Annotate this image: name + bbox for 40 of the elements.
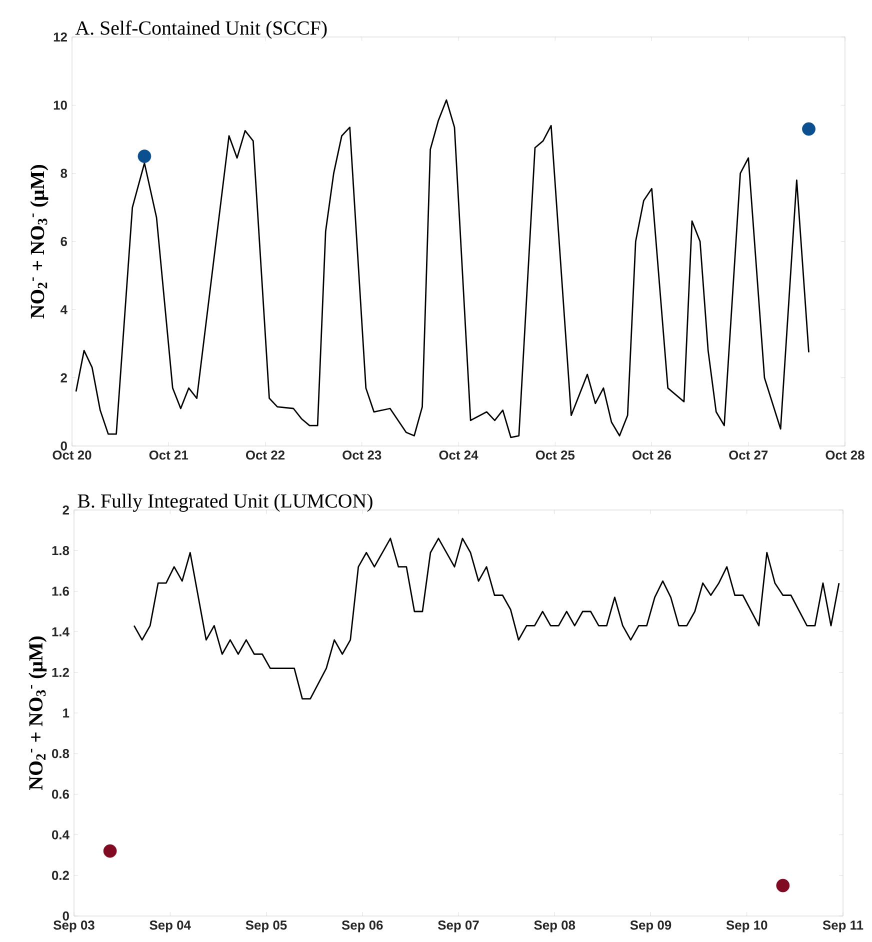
x-tick-label: Sep 07	[438, 920, 479, 932]
x-tick-label: Sep 04	[150, 920, 191, 932]
x-tick-label: Oct 28	[826, 450, 864, 460]
y-tick-label: 8	[60, 168, 68, 178]
y-tick-label: 1.8	[52, 546, 70, 556]
x-tick-label: Oct 23	[342, 450, 382, 460]
x-tick-label: Oct 27	[729, 450, 768, 460]
x-tick-label: Sep 05	[246, 920, 287, 932]
y-tick-label: 0	[62, 911, 69, 921]
y-tick-label: 0	[60, 441, 67, 451]
y-tick-label: 0.6	[52, 790, 70, 799]
y-tick-label: 1.6	[52, 586, 70, 596]
chart-title: B. Fully Integrated Unit (LUMCON)	[78, 494, 372, 512]
chart-title: A. Self-Contained Unit (SCCF)	[75, 20, 327, 39]
x-tick-label: Oct 20	[52, 450, 92, 460]
x-tick-label: Oct 22	[246, 450, 285, 460]
x-tick-label: Sep 09	[630, 920, 672, 932]
y-tick-label: 1	[63, 708, 70, 718]
x-tick-label: Oct 24	[439, 450, 478, 460]
y-axis-title: NO$_{2}$$^{-}$ + NO$_{3}$$^{-}$ (μM)	[28, 636, 47, 790]
y-tick-label: 4	[60, 305, 68, 314]
x-tick-label: Sep 06	[342, 920, 383, 932]
y-tick-label: 1.4	[52, 627, 70, 636]
x-tick-label: Oct 21	[149, 450, 188, 460]
y-tick-label: 10	[54, 100, 67, 110]
y-tick-label: 0.8	[52, 749, 70, 758]
x-tick-label: Sep 10	[726, 920, 768, 932]
y-tick-label: 6	[60, 236, 68, 246]
y-tick-label: 12	[54, 32, 67, 42]
y-tick-label: 0.4	[52, 830, 70, 840]
y-tick-label: 0.2	[52, 870, 69, 880]
y-tick-label: 1.2	[52, 668, 69, 677]
x-tick-label: Sep 03	[53, 920, 94, 932]
x-tick-label: Sep 11	[822, 920, 864, 932]
y-axis-title: NO$_{2}$$^{-}$ + NO$_{3}$$^{-}$ (μM)	[30, 165, 48, 318]
y-tick-label: 2	[62, 505, 69, 515]
x-tick-label: Sep 08	[534, 920, 576, 932]
x-tick-label: Oct 26	[632, 450, 672, 460]
x-tick-label: Oct 25	[536, 450, 575, 460]
y-tick-label: 2	[60, 373, 67, 382]
